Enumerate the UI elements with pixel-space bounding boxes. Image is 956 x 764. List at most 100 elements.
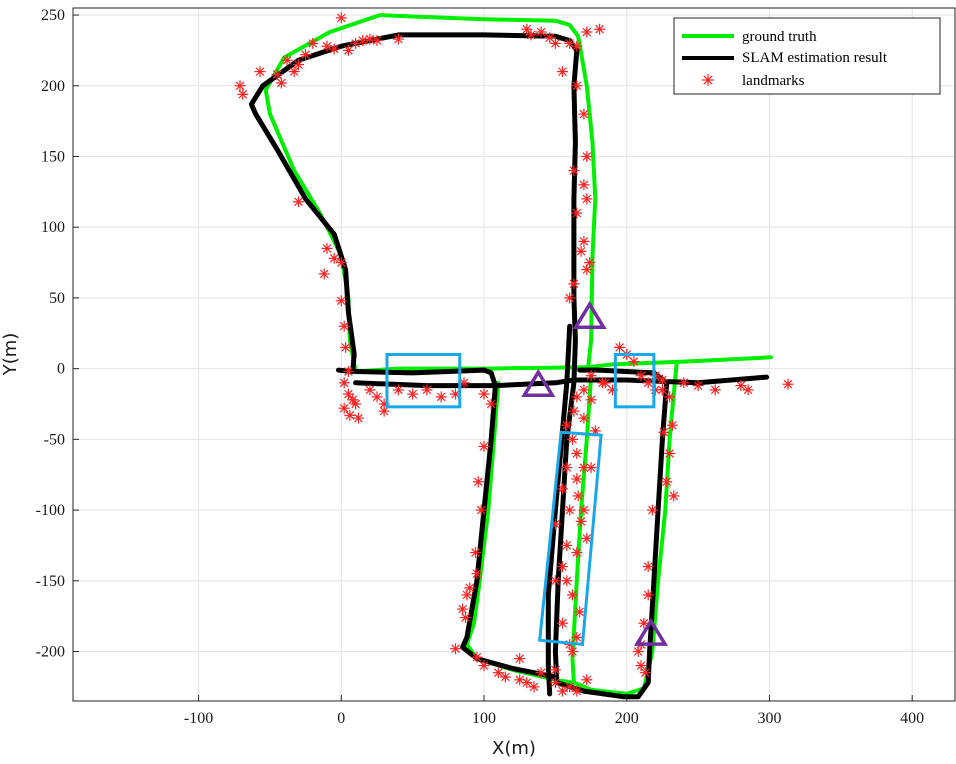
landmark-point <box>364 33 376 45</box>
landmark-point <box>557 685 568 697</box>
legend-label-landmarks: landmarks <box>742 73 805 89</box>
landmark-point <box>318 268 330 280</box>
landmark-point <box>639 667 651 679</box>
y-tick-label: 50 <box>49 290 65 307</box>
landmark-point <box>342 388 354 400</box>
axes-background <box>73 8 955 701</box>
slam-estimate-line <box>545 323 573 697</box>
landmark-point <box>328 252 340 264</box>
landmark-point <box>364 384 376 396</box>
landmark-point <box>561 419 573 431</box>
landmark-point <box>575 515 587 527</box>
landmark-point <box>574 606 586 618</box>
landmark-point <box>478 440 490 452</box>
landmark-point <box>664 391 676 403</box>
landmark-point <box>635 660 647 672</box>
landmark-point <box>237 88 249 100</box>
landmark-point <box>668 490 680 502</box>
landmark-point <box>557 483 568 495</box>
landmark-point <box>578 179 590 191</box>
landmark-point <box>709 384 721 396</box>
landmark-point <box>335 12 347 24</box>
landmark-point <box>692 380 704 392</box>
landmark-point <box>656 374 668 386</box>
landmark-point <box>499 671 511 683</box>
landmark-point <box>335 257 347 269</box>
landmark-point <box>594 23 606 35</box>
landmark-point <box>338 320 350 332</box>
landmark-point <box>571 40 583 52</box>
x-tick-label: 0 <box>337 710 345 727</box>
landmark-point <box>338 377 350 389</box>
landmark-point <box>571 207 583 219</box>
axes-box <box>72 7 956 702</box>
landmark-point <box>575 245 587 257</box>
landmark-point <box>658 426 670 438</box>
landmark-point <box>678 377 690 389</box>
landmark-point <box>460 612 471 624</box>
y-tick-label: 250 <box>41 7 65 24</box>
y-tick-label: -200 <box>36 644 65 661</box>
y-tick-label: 150 <box>41 149 65 166</box>
landmark-point <box>567 589 578 601</box>
landmark-point <box>571 547 583 558</box>
landmark-point <box>471 568 483 580</box>
landmark-point <box>571 473 583 485</box>
landmark-point <box>597 377 608 389</box>
landmark-point <box>664 448 676 459</box>
landmark-point <box>557 617 568 629</box>
landmark-point <box>578 504 590 516</box>
legend-label-slam: SLAM estimation result <box>742 50 888 66</box>
y-axis-label: Y(m) <box>0 333 21 377</box>
landmark-point <box>275 77 287 89</box>
landmark-point <box>514 653 526 665</box>
landmark-point <box>478 660 490 672</box>
landmark-point <box>234 80 246 92</box>
landmark-point <box>549 677 561 689</box>
x-axis-label: X(m) <box>492 738 536 759</box>
landmark-point <box>585 462 597 474</box>
landmark-point <box>340 341 352 353</box>
triangle-marker <box>572 300 607 330</box>
landmark-point <box>328 43 340 55</box>
landmark-point <box>535 667 547 679</box>
landmark-point <box>578 384 590 396</box>
highlight-box <box>613 353 656 409</box>
landmark-point <box>666 419 678 431</box>
landmark-point <box>661 476 673 488</box>
landmark-point <box>485 398 497 410</box>
landmark-point <box>568 405 580 417</box>
landmark-point <box>344 409 356 421</box>
annotations <box>385 300 669 647</box>
legend-swatch-landmarks <box>702 74 714 86</box>
y-tick-label: -100 <box>36 502 65 519</box>
landmark-point <box>371 35 383 46</box>
triangle-marker <box>521 368 556 397</box>
landmark-point <box>293 196 304 208</box>
landmark-point <box>392 33 404 45</box>
landmark-point <box>300 49 312 61</box>
x-tick-label: 200 <box>615 710 639 727</box>
landmark-point <box>581 264 593 276</box>
landmark-point <box>521 677 533 689</box>
landmark-point <box>392 384 404 396</box>
tick-labels: -100 0 100 200 300 400 -200 -150 -100 -50 0 50 100 15… <box>36 7 925 727</box>
landmark-point <box>357 35 369 46</box>
landmark-point <box>585 394 597 406</box>
landmark-point <box>642 377 654 389</box>
landmark-point <box>450 643 461 655</box>
landmark-point <box>578 108 590 120</box>
landmark-point <box>585 370 597 382</box>
landmark-point <box>735 380 747 392</box>
landmark-point <box>561 462 573 474</box>
landmark-point <box>549 37 561 49</box>
landmark-point <box>378 405 390 417</box>
landmark-point <box>782 378 794 390</box>
triangle-marker <box>633 617 669 646</box>
landmark-point <box>564 504 576 516</box>
landmark-point <box>632 646 644 657</box>
landmark-point <box>307 37 319 49</box>
y-tick-label: -50 <box>44 431 65 448</box>
landmark-point <box>293 59 304 71</box>
